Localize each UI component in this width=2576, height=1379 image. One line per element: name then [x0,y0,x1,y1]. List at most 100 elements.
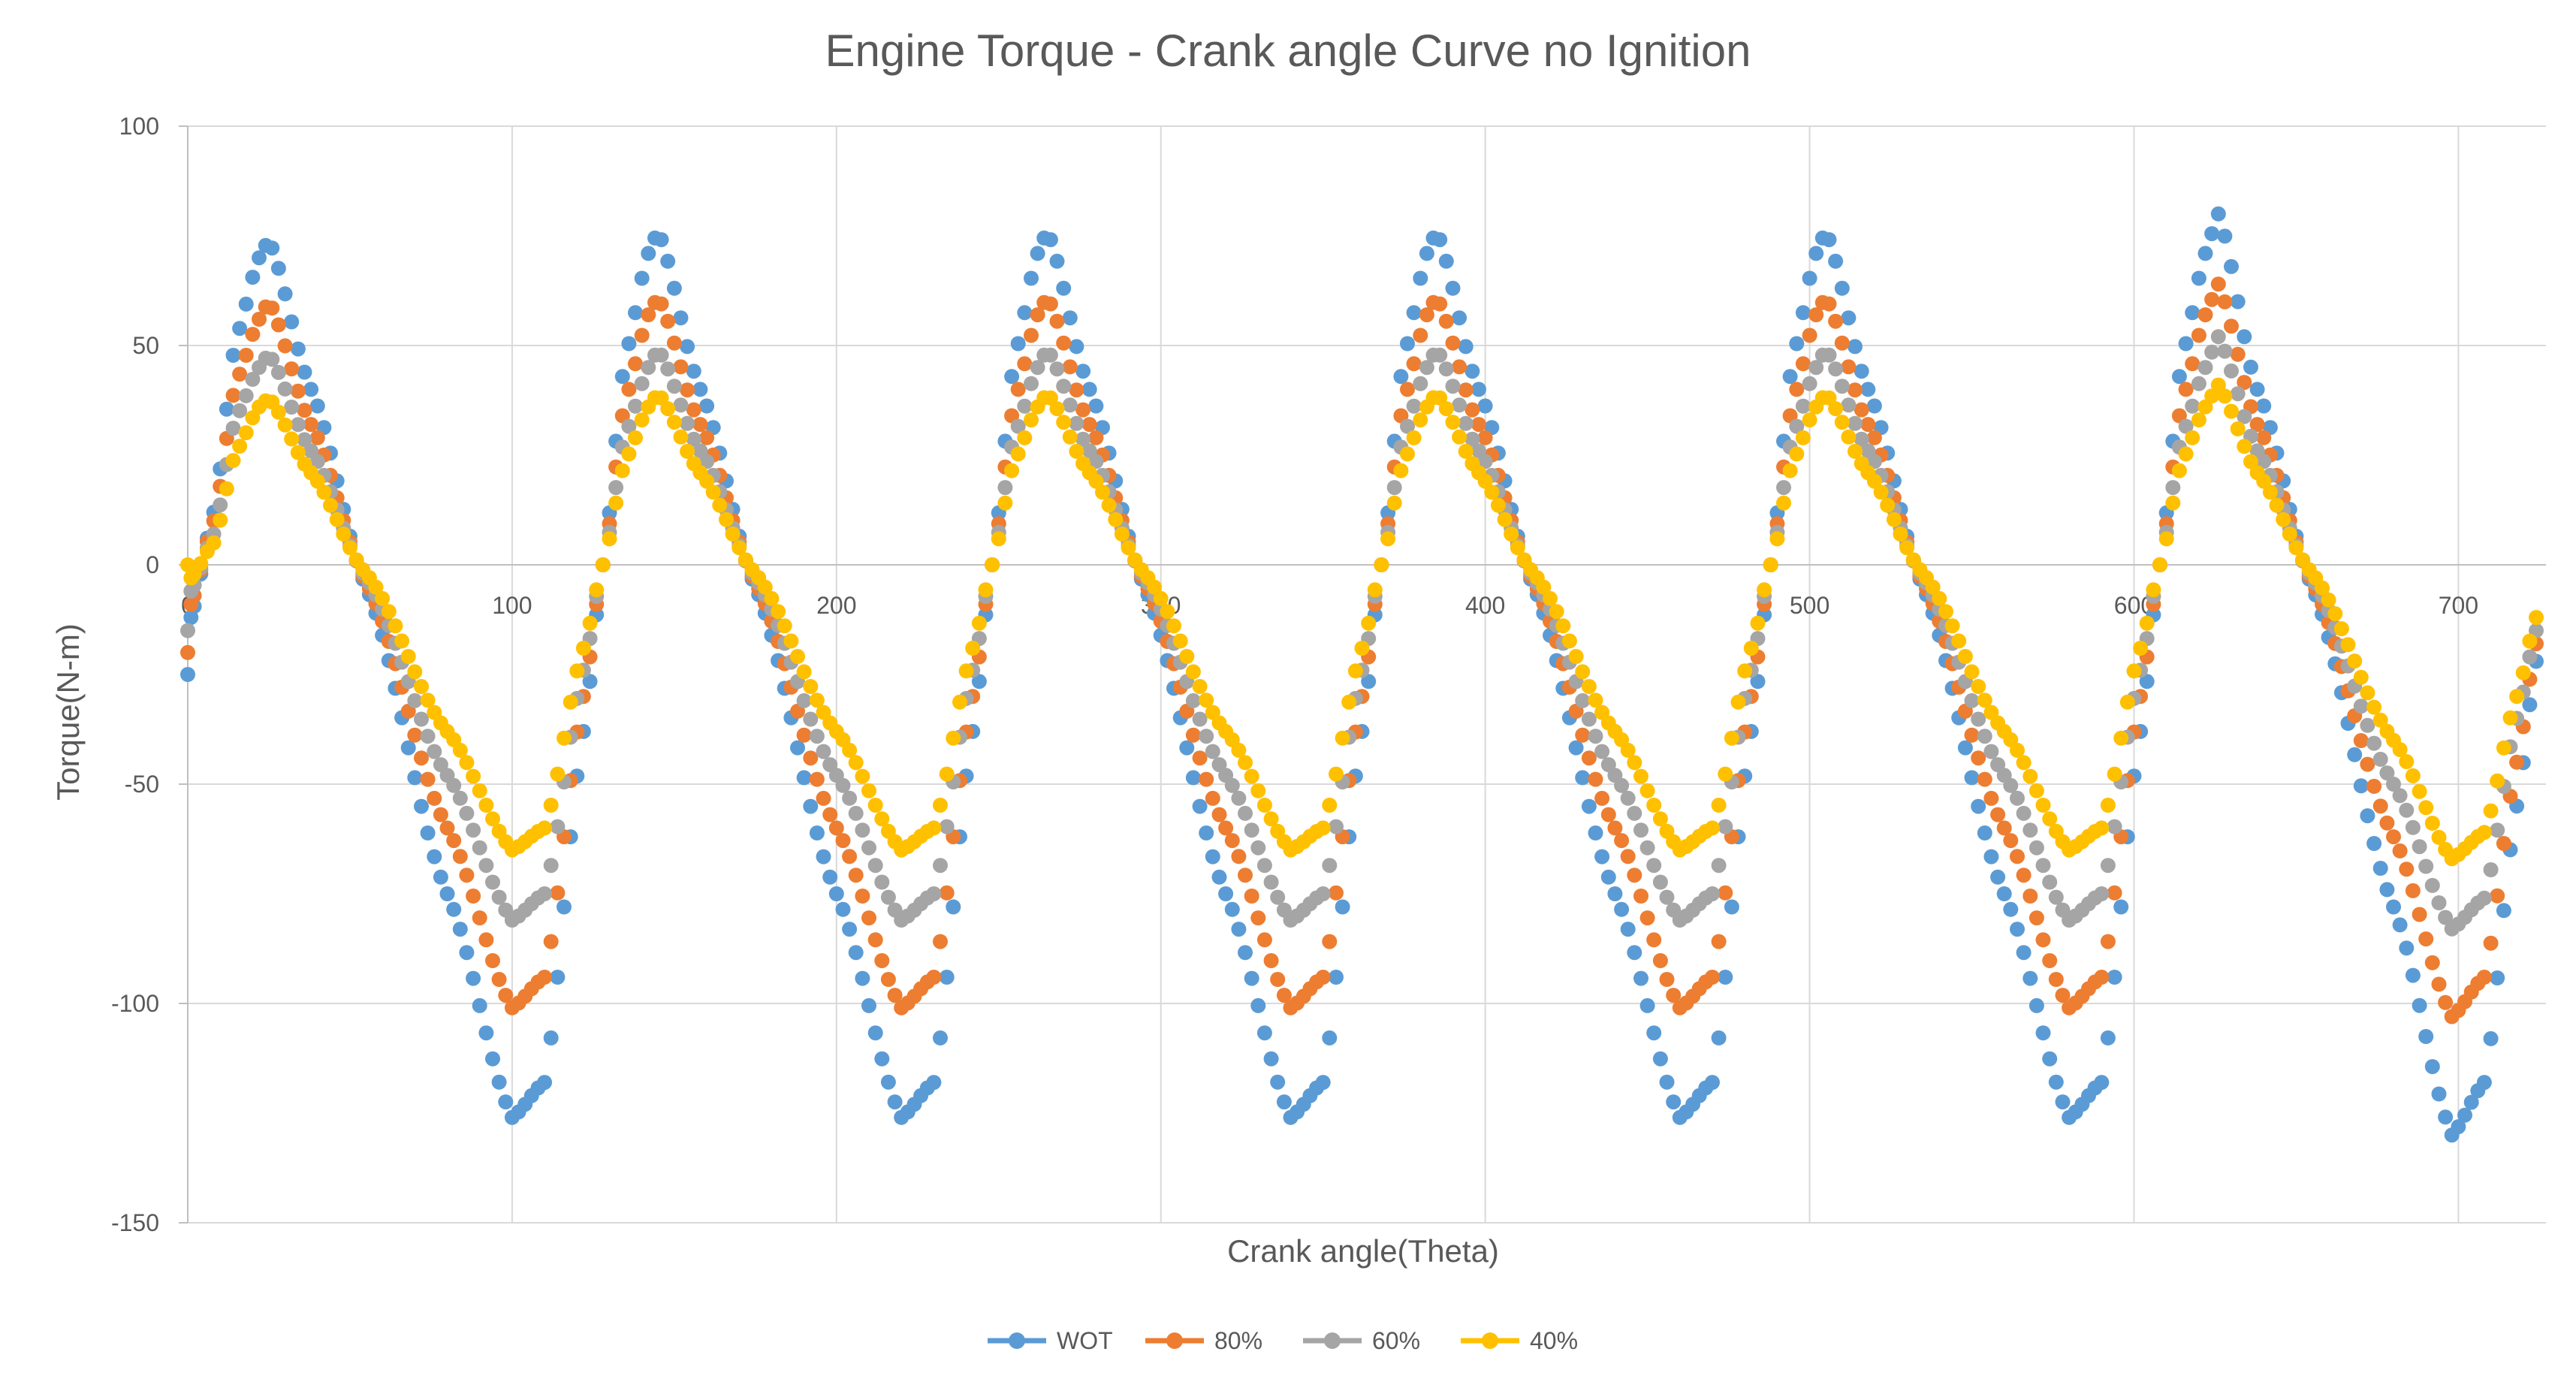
data-point [2476,1075,2492,1091]
x-axis-label: Crank angle(Theta) [1227,1233,1499,1269]
data-point [680,382,695,398]
data-point [1030,360,1045,376]
data-point [2171,369,2187,385]
data-point [1718,970,1733,985]
data-point [446,901,462,917]
data-point [1030,307,1045,323]
data-point [2353,699,2369,714]
data-point [2424,955,2440,970]
data-point [1705,886,1720,901]
data-point [1088,473,1104,489]
data-point [563,694,578,710]
data-point [245,410,261,426]
data-point [1419,360,1434,376]
data-point [1361,615,1377,631]
data-point [816,744,831,759]
data-point [1834,415,1850,430]
data-point [2372,798,2388,814]
data-point [238,388,254,403]
data-point [926,820,942,836]
data-point [303,417,319,433]
data-point [867,932,883,948]
data-point [1750,674,1766,690]
data-point [2094,1075,2110,1091]
data-point [822,869,838,885]
data-point [2509,689,2525,705]
data-point [2405,967,2421,983]
data-point [2256,398,2272,414]
data-point [867,1025,883,1041]
data-point [2424,1059,2440,1075]
data-point [2003,777,2019,793]
data-point [1964,727,1980,743]
data-point [809,771,825,787]
data-point [1406,430,1422,445]
data-point [2249,417,2265,433]
data-point [939,766,955,782]
data-point [1944,618,1960,634]
data-point [855,970,870,986]
data-point [1322,858,1338,874]
data-point [1322,798,1338,813]
data-point [1393,463,1409,478]
data-point [1024,412,1039,428]
data-point [1983,849,1999,865]
data-point [1413,270,1428,286]
data-point [1192,679,1208,694]
data-point [1081,382,1097,397]
data-point [264,300,280,316]
data-point [472,997,487,1013]
data-point [2022,970,2038,986]
data-point [1329,885,1344,901]
data-point [1971,711,1986,727]
data-point [628,398,643,414]
data-point [1471,417,1486,433]
data-point [1828,253,1844,269]
data-point [1614,833,1630,849]
data-point [2366,735,2382,751]
data-point [809,825,825,840]
data-point [861,840,876,855]
data-point [1263,811,1279,827]
data-point [1757,582,1772,598]
data-point [1666,1094,1682,1110]
data-point [680,443,695,459]
data-point [1419,307,1434,323]
data-point [2107,819,2122,834]
data-point [1724,899,1739,915]
data-point [1718,766,1733,782]
data-point [673,429,689,445]
data-point [1049,361,1065,377]
data-point [1380,531,1396,547]
data-point [1659,1074,1675,1090]
data-point [1828,401,1844,417]
data-point [2022,889,2038,904]
data-point [2237,439,2252,454]
data-point [2119,694,2135,710]
data-point [660,401,676,417]
data-point [1244,822,1259,838]
data-point [1042,347,1058,363]
data-point [1821,296,1837,312]
data-point [1413,327,1428,343]
data-point [926,886,942,901]
data-point [1062,310,1078,326]
data-point [238,425,254,441]
data-point [2412,783,2427,799]
data-point [557,730,572,746]
data-point [2392,843,2408,858]
data-point [1238,755,1253,771]
data-point [1088,454,1104,469]
data-point [1808,360,1824,376]
data-point [1256,1025,1272,1041]
data-point [1893,527,1908,542]
data-point [1964,693,1980,708]
data-point [400,740,416,756]
data-point [557,899,572,915]
data-point [238,348,254,363]
data-point [225,421,241,436]
data-point [1062,429,1078,445]
data-point [2126,663,2142,679]
data-point [2016,868,2032,883]
data-point [1477,473,1493,489]
